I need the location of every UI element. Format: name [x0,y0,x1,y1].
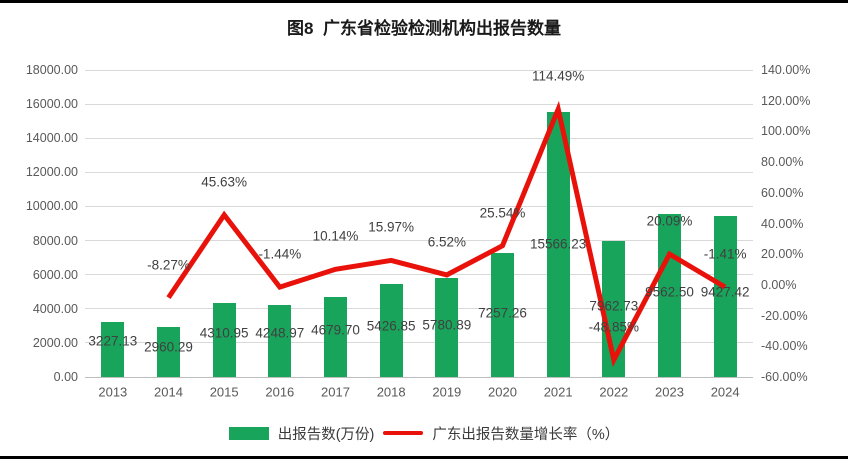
x-axis-label: 2019 [432,384,462,400]
x-axis-label: 2020 [488,384,517,400]
chart-title: 图8 广东省检验检测机构出报告数量 [287,19,561,38]
y-axis-tick-right: -40.00% [761,339,808,354]
line-series-label: 广东出报告数量增长率（%） [432,426,620,443]
y-axis-tick-left: 8000.00 [32,233,78,248]
line-point-label: 20.09% [646,213,693,229]
x-axis-label: 2015 [209,384,239,400]
bar [157,326,180,377]
x-axis-label: 2022 [599,384,629,400]
y-axis-tick-right: 0.00% [761,277,797,292]
y-axis-tick-right: 140.00% [761,63,811,77]
line-point-label: -1.44% [258,246,302,262]
bar-value-label: 15566.23 [530,236,587,252]
gridline [85,69,753,71]
line-point-label: -8.27% [147,257,190,273]
gridline [85,376,753,378]
x-axis-label: 2023 [655,384,684,400]
x-axis-label: 2016 [265,384,295,400]
y-axis-tick-left: 16000.00 [25,97,78,112]
bar-series-label: 出报告数(万份) [277,426,375,443]
line-point-label: -1.41% [703,246,747,262]
bar-value-label: 9562.50 [645,284,694,300]
y-axis-tick-left: 14000.00 [25,131,78,146]
line-point-label: 10.14% [312,228,359,244]
y-axis-tick-left: 18000.00 [25,63,78,77]
y-axis-tick-right: -20.00% [761,308,808,323]
y-axis-tick-left: 6000.00 [32,267,78,282]
top-border [0,0,848,3]
x-axis-label: 2024 [710,384,740,400]
bar [379,284,403,377]
bar-value-label: 5426.85 [366,318,416,334]
growth-line [166,100,727,368]
bar-series-swatch [228,426,269,440]
y-axis-tick-right: 60.00% [761,185,804,200]
bar-value-label: 7257.26 [478,305,527,321]
x-axis-label: 2018 [376,384,406,400]
bar [546,111,570,377]
bar [268,304,292,377]
y-axis-tick-left: 4000.00 [32,301,78,316]
gridline [85,308,753,310]
gridline [85,274,753,276]
bottom-border [0,456,848,459]
bar-value-label: 2960.29 [144,339,193,355]
y-axis-tick-right: -60.00% [761,370,808,384]
gridline [85,171,753,173]
x-axis-label: 2014 [154,384,183,400]
x-axis-label: 2021 [543,384,573,400]
y-axis-tick-right: 80.00% [761,155,804,170]
bar-value-label: 4248.97 [255,325,305,341]
y-axis-tick-left: 12000.00 [25,165,78,180]
line-point-label: -48.85% [588,319,639,335]
x-axis-label: 2013 [98,384,128,400]
line-point-label: 114.49% [532,68,585,84]
line-point-label: 6.52% [427,234,466,250]
gridline [85,342,753,344]
y-axis-tick-left: 2000.00 [32,335,78,350]
y-axis-tick-right: 20.00% [761,247,804,262]
gridline [85,103,753,105]
y-axis-tick-right: 100.00% [761,124,811,139]
legend: 出报告数(万份) 广东出报告数量增长率（%） [0,420,848,446]
y-axis-tick-right: 40.00% [761,216,804,231]
bar [713,216,737,377]
x-axis-label: 2017 [321,384,350,400]
bar-value-label: 9427.42 [700,284,750,300]
bar [324,297,347,377]
line-point-label: 15.97% [368,219,415,235]
bar-value-label: 7962.73 [589,298,639,314]
bar [212,303,236,377]
gridline [85,240,753,242]
y-axis-tick-left: 0.00 [53,370,78,384]
line-series-swatch [383,431,424,435]
bar-value-label: 4310.95 [199,325,249,341]
bar [491,253,514,377]
bar-value-label: 5780.89 [422,317,472,333]
bar [435,278,459,377]
line-point-label: 45.63% [201,174,248,190]
line-point-label: 25.54% [479,205,526,221]
gridline [85,205,753,207]
bar-value-label: 4679.70 [311,322,360,338]
y-axis-tick-left: 10000.00 [25,199,78,214]
gridline [85,137,753,139]
bar [101,321,125,377]
bar-value-label: 3227.13 [88,333,138,349]
y-axis-tick-right: 120.00% [761,93,811,108]
